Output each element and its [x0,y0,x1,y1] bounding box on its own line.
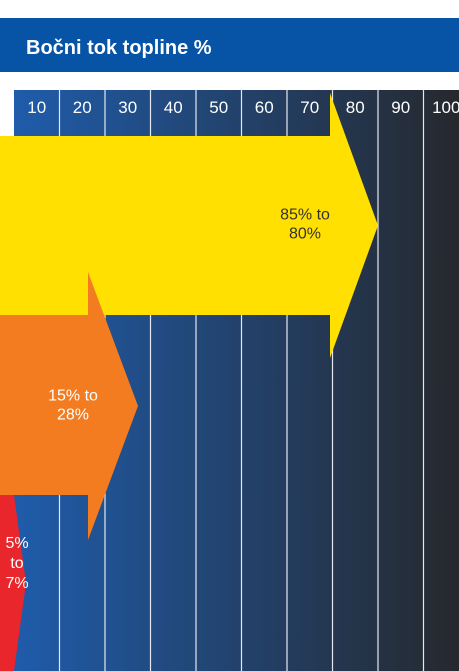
chart-title: Bočni tok topline % [26,37,212,59]
arrow-label: 15% to [48,388,98,405]
tick-label: 90 [391,98,410,117]
arrow-label: 85% to [280,207,330,224]
arrow-1 [0,272,138,540]
arrow-label: 80% [289,226,321,243]
title-bar [0,18,459,72]
arrow-label: 28% [57,407,89,424]
arrow-label: 7% [5,575,28,592]
tick-label: 40 [164,98,183,117]
arrow-label: to [10,555,23,572]
tick-label: 70 [300,98,319,117]
tick-label: 80 [346,98,365,117]
plot-area: 10 20 30 40 50 60 70 80 90 100 85% to 80% 15% to 28% 5… [0,90,459,671]
arrow-label: 5% [5,535,28,552]
tick-label: 100 [432,98,459,117]
tick-label: 60 [255,98,274,117]
tick-label: 10 [27,98,46,117]
tick-label: 20 [73,98,92,117]
tick-label: 30 [118,98,137,117]
tick-label: 50 [209,98,228,117]
arrow-2 [0,495,26,671]
